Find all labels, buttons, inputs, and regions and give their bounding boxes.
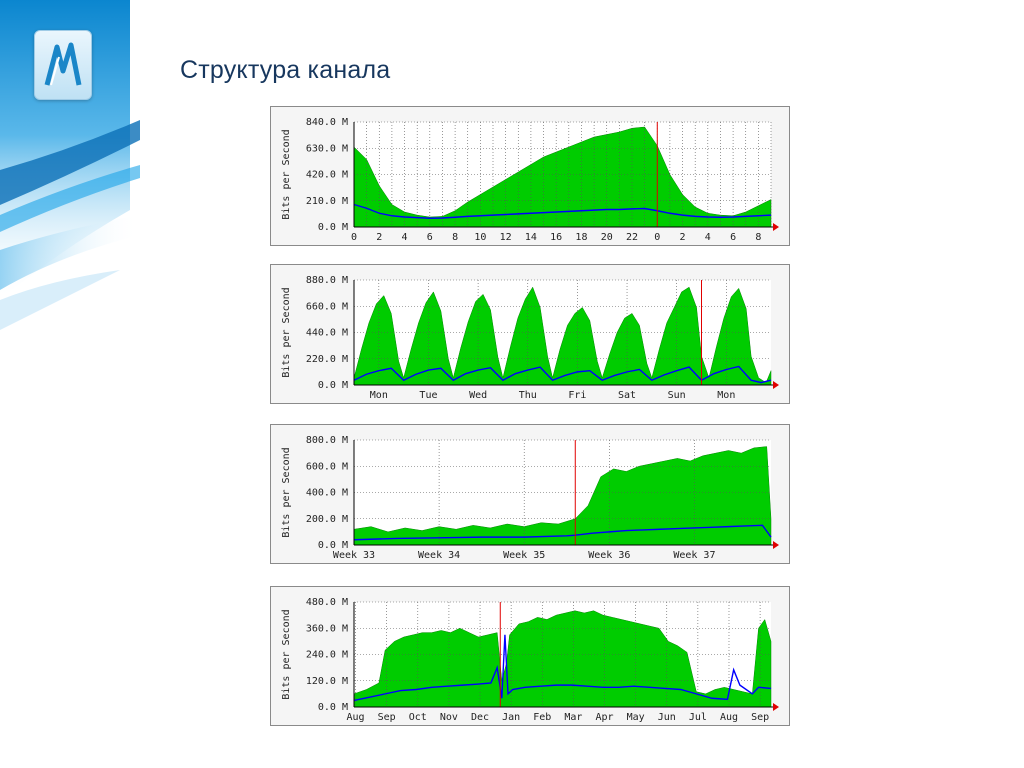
y-tick-label: 240.0 M [306,650,348,661]
traffic-in-area [353,286,772,386]
x-tick-label: Week 37 [673,550,715,561]
y-tick-label: 0.0 M [318,222,348,233]
mm-logo-icon [34,30,92,100]
y-tick-label: 120.0 M [306,676,348,687]
x-tick-label: 8 [452,232,458,243]
x-tick-label: Nov [440,712,458,723]
x-tick-label: 6 [427,232,433,243]
chart-svg-yearly: 0.0 M 120.0 M 240.0 M 360.0 M 480.0 M Aug Sep O… [281,597,779,723]
x-tick-label: 18 [575,232,587,243]
x-tick-label: 0 [351,232,357,243]
graph-daily: 0.0 M 210.0 M 420.0 M 630.0 M 840.0 M 0 2 4 6 8 10… [270,106,790,246]
x-axis-arrow [773,223,779,231]
y-tick-label: 880.0 M [306,275,348,286]
y-tick-label: 0.0 M [318,702,348,713]
x-tick-label: Mar [564,712,582,723]
y-axis-title: Bits per Second [281,287,292,377]
x-axis-arrow [773,541,779,549]
x-tick-label: Jul [689,712,707,723]
x-tick-label: 2 [376,232,382,243]
graph-monthly: 0.0 M 200.0 M 400.0 M 600.0 M 800.0 M Week 33… [270,424,790,564]
x-tick-label: Aug [347,712,365,723]
x-tick-label: 22 [626,232,638,243]
x-tick-label: Sat [618,390,636,401]
x-tick-label: 4 [705,232,711,243]
decorative-swoosh [0,0,140,330]
x-tick-label: Sep [751,712,769,723]
logo-mark [44,42,82,86]
y-tick-label: 440.0 M [306,328,348,339]
traffic-out-line [353,365,772,384]
y-axis-title: Bits per Second [281,129,292,219]
y-tick-label: 210.0 M [306,196,348,207]
x-tick-label: 10 [474,232,486,243]
y-tick-label: 200.0 M [306,514,348,525]
x-tick-label: 14 [525,232,537,243]
x-tick-label: Wed [469,390,487,401]
x-axis-arrow [773,381,779,389]
x-tick-label: Week 33 [333,550,375,561]
x-tick-label: Mon [370,390,388,401]
graph-yearly: 0.0 M 120.0 M 240.0 M 360.0 M 480.0 M Aug Sep O… [270,586,790,726]
x-tick-label: Tue [419,390,437,401]
x-tick-label: 8 [755,232,761,243]
graph-weekly: 0.0 M 220.0 M 440.0 M 660.0 M 880.0 M Mon Tue W… [270,264,790,404]
x-tick-label: Jun [658,712,676,723]
y-tick-label: 480.0 M [306,597,348,608]
y-tick-label: 800.0 M [306,435,348,446]
y-axis-title: Bits per Second [281,447,292,537]
y-tick-label: 630.0 M [306,143,348,154]
y-tick-label: 0.0 M [318,380,348,391]
x-tick-label: 0 [654,232,660,243]
x-tick-label: Sun [668,390,686,401]
x-tick-label: Sep [378,712,396,723]
traffic-out-line [353,634,772,702]
x-tick-label: Dec [471,712,489,723]
y-axis-title: Bits per Second [281,609,292,699]
x-tick-label: 2 [680,232,686,243]
x-tick-label: 12 [500,232,512,243]
x-tick-label: Oct [409,712,427,723]
y-tick-label: 420.0 M [306,170,348,181]
x-tick-label: Week 36 [588,550,630,561]
x-tick-label: Fri [568,390,586,401]
chart-svg-weekly: 0.0 M 220.0 M 440.0 M 660.0 M 880.0 M Mon Tue W… [281,275,779,401]
chart-svg-monthly: 0.0 M 200.0 M 400.0 M 600.0 M 800.0 M Week 33… [281,435,779,561]
traffic-in-area [353,446,772,546]
y-tick-label: 600.0 M [306,461,348,472]
y-tick-label: 660.0 M [306,301,348,312]
y-tick-label: 840.0 M [306,117,348,128]
x-tick-label: 20 [601,232,613,243]
x-tick-label: Feb [533,712,551,723]
traffic-out-line [353,524,772,541]
x-tick-label: Jan [502,712,520,723]
y-tick-label: 0.0 M [318,540,348,551]
x-tick-label: Thu [519,390,537,401]
y-tick-label: 400.0 M [306,488,348,499]
traffic-out-line [353,203,772,219]
x-tick-label: 4 [402,232,408,243]
x-tick-label: 16 [550,232,562,243]
x-tick-label: Aug [720,712,738,723]
x-tick-label: Mon [717,390,735,401]
x-tick-label: Week 34 [418,550,460,561]
slide-title: Структура канала [180,56,391,84]
x-tick-label: 6 [730,232,736,243]
x-axis-arrow [773,703,779,711]
y-tick-label: 360.0 M [306,623,348,634]
y-tick-label: 220.0 M [306,354,348,365]
x-tick-label: Apr [595,712,613,723]
x-tick-label: May [627,712,645,723]
chart-svg-daily: 0.0 M 210.0 M 420.0 M 630.0 M 840.0 M 0 2 4 6 8 10… [281,117,779,243]
traffic-in-area [353,610,772,708]
x-tick-label: Week 35 [503,550,545,561]
